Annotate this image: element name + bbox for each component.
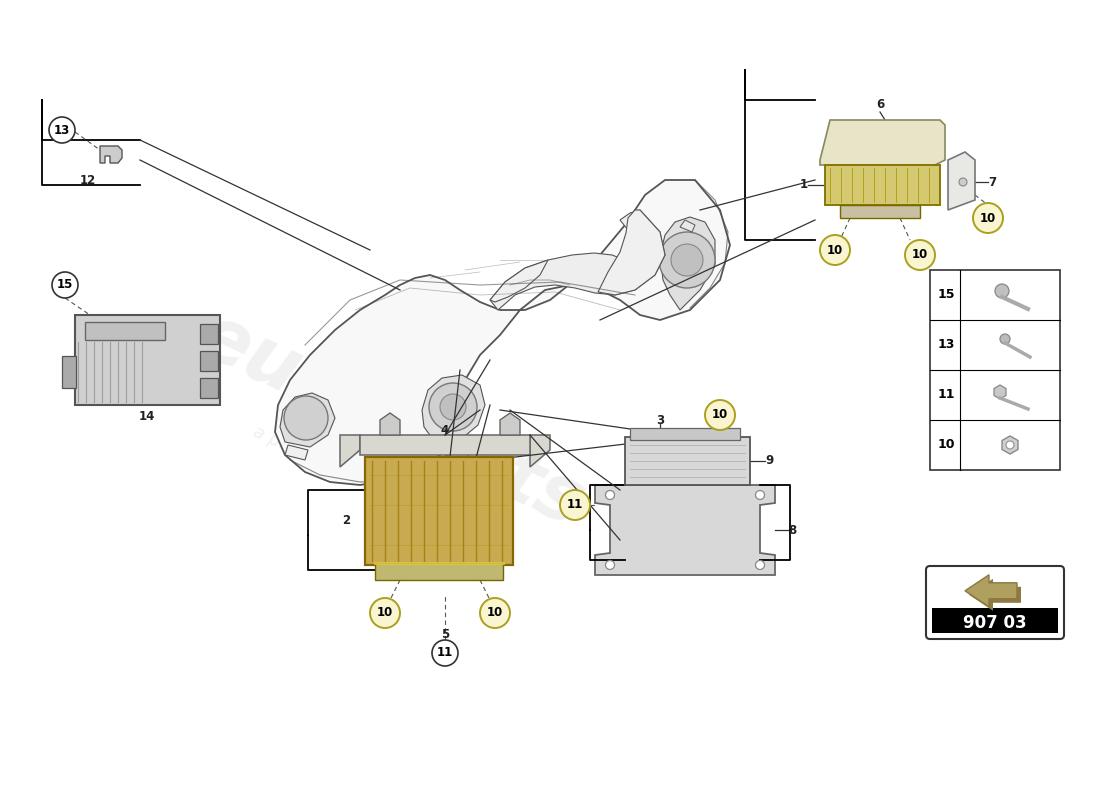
- Text: 10: 10: [980, 211, 997, 225]
- Circle shape: [480, 598, 510, 628]
- Bar: [85, 322, 165, 340]
- Polygon shape: [625, 437, 750, 485]
- Polygon shape: [280, 393, 336, 447]
- Circle shape: [996, 284, 1009, 298]
- Polygon shape: [660, 217, 715, 310]
- Polygon shape: [530, 435, 550, 467]
- Bar: [200, 351, 218, 371]
- Polygon shape: [595, 485, 776, 575]
- Text: 5: 5: [441, 629, 449, 642]
- Polygon shape: [994, 385, 1006, 399]
- Text: 12: 12: [80, 174, 96, 186]
- Circle shape: [671, 244, 703, 276]
- Circle shape: [560, 490, 590, 520]
- Polygon shape: [360, 435, 530, 455]
- Polygon shape: [965, 574, 1018, 606]
- Polygon shape: [379, 413, 400, 435]
- Text: 10: 10: [912, 249, 928, 262]
- Polygon shape: [100, 146, 122, 163]
- Text: 13: 13: [937, 338, 955, 351]
- Polygon shape: [340, 435, 360, 467]
- Text: 13: 13: [54, 123, 70, 137]
- Circle shape: [659, 232, 715, 288]
- Text: 3: 3: [656, 414, 664, 426]
- Polygon shape: [285, 445, 308, 460]
- Circle shape: [284, 396, 328, 440]
- Circle shape: [959, 178, 967, 186]
- Text: 10: 10: [712, 409, 728, 422]
- Polygon shape: [948, 152, 975, 210]
- Polygon shape: [490, 210, 666, 310]
- Circle shape: [1000, 334, 1010, 344]
- Text: 11: 11: [437, 646, 453, 659]
- Bar: [630, 428, 740, 440]
- Text: 4: 4: [441, 423, 449, 437]
- Polygon shape: [969, 579, 1021, 611]
- Circle shape: [905, 240, 935, 270]
- Text: 907 03: 907 03: [964, 614, 1026, 632]
- Text: 10: 10: [937, 438, 955, 451]
- Circle shape: [756, 490, 764, 499]
- Circle shape: [440, 394, 466, 420]
- Polygon shape: [500, 413, 520, 435]
- Text: 15: 15: [57, 278, 74, 291]
- Text: 1: 1: [800, 178, 808, 191]
- Circle shape: [52, 272, 78, 298]
- Text: 10: 10: [377, 606, 393, 619]
- Circle shape: [974, 203, 1003, 233]
- FancyBboxPatch shape: [926, 566, 1064, 639]
- Text: 11: 11: [566, 498, 583, 511]
- Circle shape: [605, 561, 615, 570]
- Circle shape: [432, 640, 458, 666]
- Text: 14: 14: [139, 410, 155, 422]
- Circle shape: [705, 400, 735, 430]
- Text: 2: 2: [342, 514, 350, 526]
- Text: 9: 9: [764, 454, 773, 467]
- Circle shape: [50, 117, 75, 143]
- Bar: [365, 457, 513, 565]
- Circle shape: [605, 490, 615, 499]
- Circle shape: [429, 383, 477, 431]
- Polygon shape: [825, 165, 940, 205]
- Text: 10: 10: [827, 243, 843, 257]
- Text: 10: 10: [487, 606, 503, 619]
- Bar: [75, 315, 220, 405]
- Text: 15: 15: [937, 289, 955, 302]
- Bar: [62, 356, 76, 388]
- Text: 11: 11: [937, 389, 955, 402]
- Text: euroParts: euroParts: [185, 298, 595, 542]
- Polygon shape: [422, 375, 485, 442]
- Polygon shape: [680, 220, 695, 232]
- Polygon shape: [598, 210, 666, 295]
- Polygon shape: [490, 260, 548, 302]
- Text: 8: 8: [788, 523, 796, 537]
- Polygon shape: [446, 445, 470, 462]
- Polygon shape: [1002, 436, 1018, 454]
- Text: 7: 7: [988, 175, 997, 189]
- Text: 6: 6: [876, 98, 884, 111]
- Bar: [200, 324, 218, 344]
- Polygon shape: [275, 180, 730, 485]
- Bar: [932, 608, 1058, 633]
- Bar: [375, 563, 503, 580]
- Text: a passion for parts, since 1985: a passion for parts, since 1985: [251, 423, 509, 557]
- Polygon shape: [840, 205, 920, 218]
- Bar: [200, 378, 218, 398]
- Bar: [930, 270, 1060, 470]
- Circle shape: [370, 598, 400, 628]
- Circle shape: [820, 235, 850, 265]
- Polygon shape: [820, 120, 945, 165]
- Circle shape: [756, 561, 764, 570]
- Circle shape: [1006, 441, 1014, 449]
